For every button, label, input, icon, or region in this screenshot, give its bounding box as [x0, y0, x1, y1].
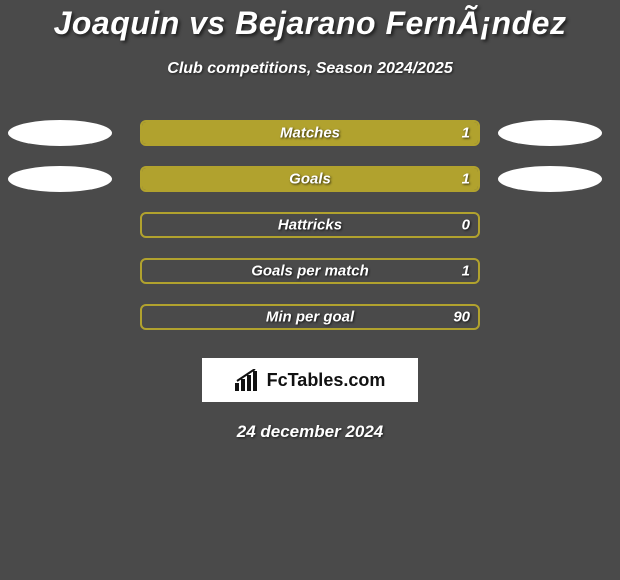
subtitle: Club competitions, Season 2024/2025: [0, 60, 620, 78]
stat-row: Goals per match 1: [0, 258, 620, 284]
main-title: Joaquin vs Bejarano FernÃ¡ndez: [0, 5, 620, 42]
left-ellipse: [8, 120, 112, 146]
logo-box: FcTables.com: [202, 358, 418, 402]
stat-row: Goals 1: [0, 166, 620, 192]
right-ellipse: [498, 120, 602, 146]
stat-bar: Goals 1: [140, 166, 480, 192]
stat-bar-fill: [142, 168, 478, 190]
stat-bar-label: Min per goal: [142, 309, 478, 326]
right-ellipse: [498, 166, 602, 192]
left-ellipse: [8, 166, 112, 192]
stat-row: Hattricks 0: [0, 212, 620, 238]
stat-bar-fill: [142, 122, 478, 144]
stat-row: Min per goal 90: [0, 304, 620, 330]
stat-bar-label: Goals per match: [142, 263, 478, 280]
stat-row: Matches 1: [0, 120, 620, 146]
stat-bar-value: 1: [462, 125, 470, 142]
stat-rows: Matches 1 Goals 1 Hattricks 0: [0, 120, 620, 330]
stat-bar-value: 90: [453, 309, 470, 326]
stat-bar: Goals per match 1: [140, 258, 480, 284]
infographic-container: Joaquin vs Bejarano FernÃ¡ndez Club comp…: [0, 0, 620, 442]
stat-bar-value: 0: [462, 217, 470, 234]
logo-text: FcTables.com: [267, 370, 386, 391]
stat-bar-value: 1: [462, 263, 470, 280]
stat-bar: Hattricks 0: [140, 212, 480, 238]
chart-icon: [235, 369, 261, 391]
stat-bar-label: Hattricks: [142, 217, 478, 234]
stat-bar: Min per goal 90: [140, 304, 480, 330]
stat-bar-value: 1: [462, 171, 470, 188]
stat-bar: Matches 1: [140, 120, 480, 146]
date-label: 24 december 2024: [0, 422, 620, 442]
